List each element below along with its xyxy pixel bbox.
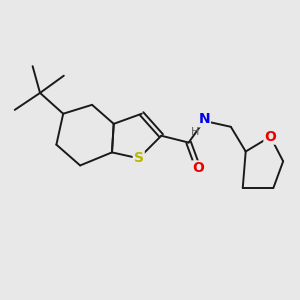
Text: O: O bbox=[264, 130, 276, 144]
Text: O: O bbox=[192, 161, 204, 176]
Text: S: S bbox=[134, 151, 144, 165]
Text: N: N bbox=[198, 112, 210, 126]
Text: H: H bbox=[191, 127, 200, 137]
